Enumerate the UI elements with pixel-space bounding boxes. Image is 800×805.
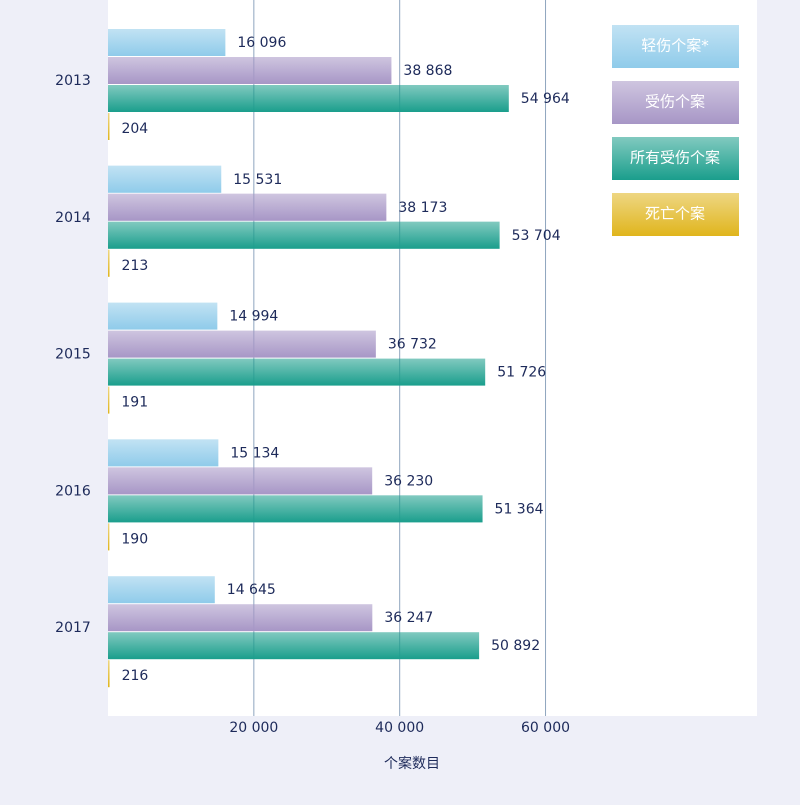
bar bbox=[108, 29, 226, 56]
x-tick-label: 60 000 bbox=[521, 720, 570, 736]
legend-swatch bbox=[612, 25, 739, 68]
legend-swatch bbox=[612, 81, 739, 124]
value-label: 213 bbox=[122, 258, 149, 274]
legend-swatch bbox=[612, 137, 739, 180]
bar bbox=[108, 113, 110, 140]
bar bbox=[108, 523, 110, 551]
bar bbox=[108, 576, 215, 604]
bar bbox=[108, 358, 486, 386]
value-label: 54 964 bbox=[521, 91, 570, 107]
value-label: 14 645 bbox=[227, 582, 276, 598]
value-label: 51 726 bbox=[497, 365, 546, 381]
bar bbox=[108, 632, 480, 660]
bar bbox=[108, 604, 373, 632]
y-tick-label: 2014 bbox=[55, 210, 91, 226]
bar bbox=[108, 330, 376, 358]
x-axis-label: 个案数目 bbox=[384, 755, 440, 772]
y-tick-label: 2017 bbox=[55, 620, 91, 636]
legend-label: 受伤个案 bbox=[645, 93, 705, 111]
y-tick-label: 2013 bbox=[55, 73, 91, 89]
y-tick-label: 2016 bbox=[55, 483, 91, 499]
y-tick-label: 2015 bbox=[55, 347, 91, 363]
value-label: 50 892 bbox=[491, 638, 540, 654]
bar bbox=[108, 249, 110, 277]
value-label: 51 364 bbox=[495, 501, 544, 517]
value-label: 38 173 bbox=[398, 200, 447, 216]
bar bbox=[108, 467, 373, 495]
value-label: 190 bbox=[121, 531, 148, 547]
value-label: 15 134 bbox=[230, 445, 279, 461]
value-label: 14 994 bbox=[229, 309, 278, 325]
value-label: 204 bbox=[121, 121, 148, 137]
value-label: 16 096 bbox=[237, 35, 286, 51]
value-label: 216 bbox=[122, 668, 149, 684]
bar bbox=[108, 165, 222, 193]
bar bbox=[108, 439, 219, 467]
value-label: 15 531 bbox=[233, 172, 282, 188]
value-label: 36 247 bbox=[384, 610, 433, 626]
x-tick-label: 20 000 bbox=[229, 720, 278, 736]
x-tick-label: 40 000 bbox=[375, 720, 424, 736]
legend-label: 所有受伤个案 bbox=[630, 149, 720, 167]
value-label: 36 230 bbox=[384, 473, 433, 489]
legend-label: 轻伤个案* bbox=[641, 37, 709, 55]
bar bbox=[108, 386, 110, 414]
value-label: 38 868 bbox=[403, 63, 452, 79]
bar bbox=[108, 302, 218, 330]
legend-label: 死亡个案 bbox=[645, 205, 705, 223]
bar bbox=[108, 660, 110, 688]
value-label: 53 704 bbox=[512, 228, 561, 244]
bar bbox=[108, 193, 387, 221]
bar bbox=[108, 495, 483, 523]
bar bbox=[108, 57, 392, 84]
legend-swatch bbox=[612, 193, 739, 236]
bar bbox=[108, 85, 509, 112]
value-label: 36 732 bbox=[388, 337, 437, 353]
value-label: 191 bbox=[121, 395, 148, 411]
bar bbox=[108, 221, 500, 249]
